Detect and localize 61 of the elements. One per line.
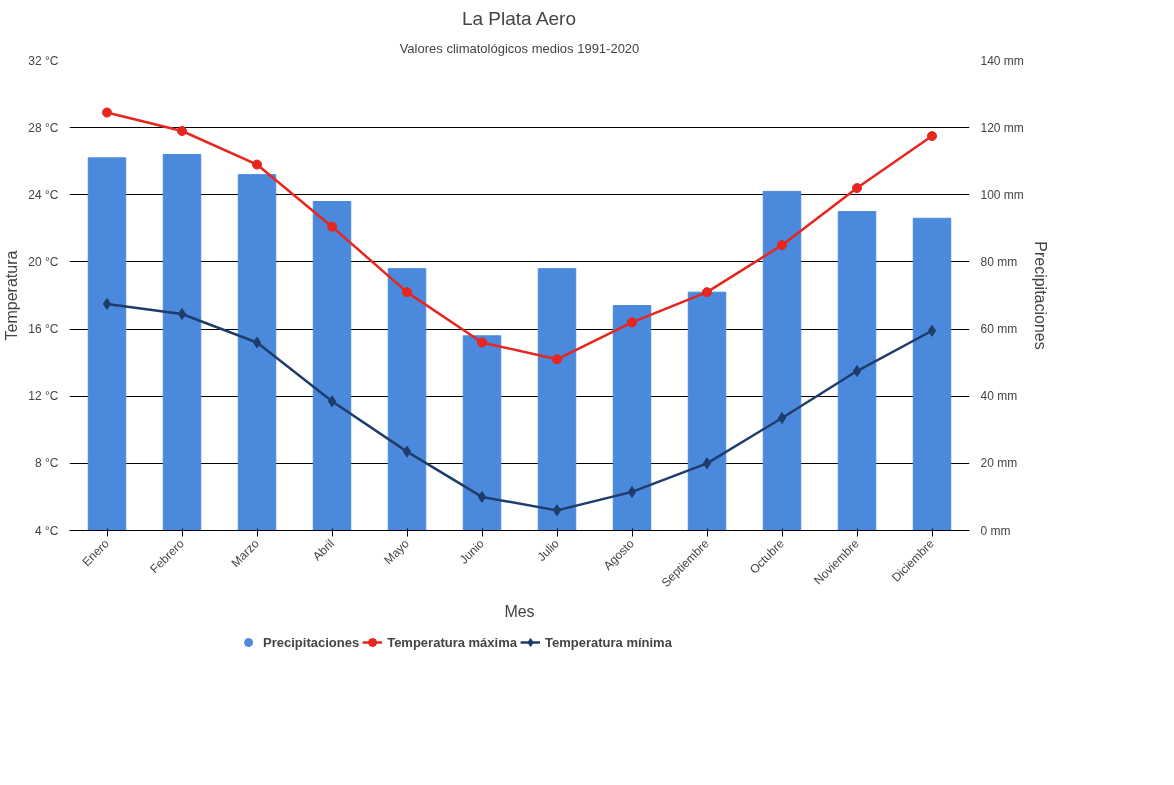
point xyxy=(252,336,262,349)
y-tick-label: 28 °C xyxy=(28,120,59,135)
bar xyxy=(87,157,127,531)
point xyxy=(252,159,262,170)
bar xyxy=(237,174,277,531)
point xyxy=(627,485,637,498)
point xyxy=(402,287,412,298)
legend-label: Temperatura mínima xyxy=(544,634,672,650)
point xyxy=(702,287,712,298)
point xyxy=(102,297,112,310)
point xyxy=(927,324,937,337)
point xyxy=(852,365,862,378)
y2-tick-label: 100 mm xyxy=(980,187,1024,202)
bar xyxy=(837,211,877,531)
y2-tick-label: 0 mm xyxy=(980,523,1011,538)
legend-label: Temperatura máxima xyxy=(387,634,517,650)
y-tick-label: 8 °C xyxy=(35,456,59,471)
point xyxy=(477,490,487,503)
bar xyxy=(612,305,652,531)
y2-tick-label: 80 mm xyxy=(980,254,1018,269)
y-tick-label: 4 °C xyxy=(35,523,59,538)
point xyxy=(327,395,337,408)
y2-tick-label: 20 mm xyxy=(980,456,1018,471)
y2-tick-label: 40 mm xyxy=(980,389,1018,404)
bar xyxy=(387,268,427,531)
point xyxy=(102,107,112,118)
bar xyxy=(162,154,202,531)
y2-axis-title: Precipitaciones xyxy=(1031,241,1049,350)
bar xyxy=(312,201,352,531)
chart-subtitle: Valores climatológicos medios 1991-2020 xyxy=(399,40,640,56)
point xyxy=(552,504,562,517)
point xyxy=(852,183,862,194)
y-tick-label: 20 °C xyxy=(28,254,59,269)
chart-title: La Plata Aero xyxy=(461,7,577,29)
point xyxy=(177,307,187,320)
point xyxy=(477,337,487,348)
point xyxy=(327,221,337,232)
y-axis-title: Temperatura xyxy=(3,250,21,341)
bar xyxy=(912,217,952,531)
point xyxy=(927,131,937,142)
point xyxy=(552,354,562,365)
y-tick-label: 24 °C xyxy=(28,187,59,202)
bar xyxy=(537,268,577,531)
x-axis-title: Mes xyxy=(504,602,535,620)
y-tick-label: 32 °C xyxy=(28,53,59,68)
point xyxy=(627,317,637,328)
bar xyxy=(462,335,502,531)
point xyxy=(702,457,712,470)
point xyxy=(402,445,412,458)
y2-tick-label: 140 mm xyxy=(980,53,1024,68)
point xyxy=(177,126,187,136)
y-tick-label: 16 °C xyxy=(28,322,59,337)
point xyxy=(777,240,787,251)
legend-label: Precipitaciones xyxy=(263,634,360,650)
y2-tick-label: 60 mm xyxy=(980,322,1018,337)
bar xyxy=(687,291,727,531)
y-tick-label: 12 °C xyxy=(28,389,59,404)
y2-tick-label: 120 mm xyxy=(980,120,1024,135)
x-tick-label: Julio xyxy=(534,536,563,564)
bar xyxy=(762,190,802,531)
point xyxy=(777,412,787,425)
